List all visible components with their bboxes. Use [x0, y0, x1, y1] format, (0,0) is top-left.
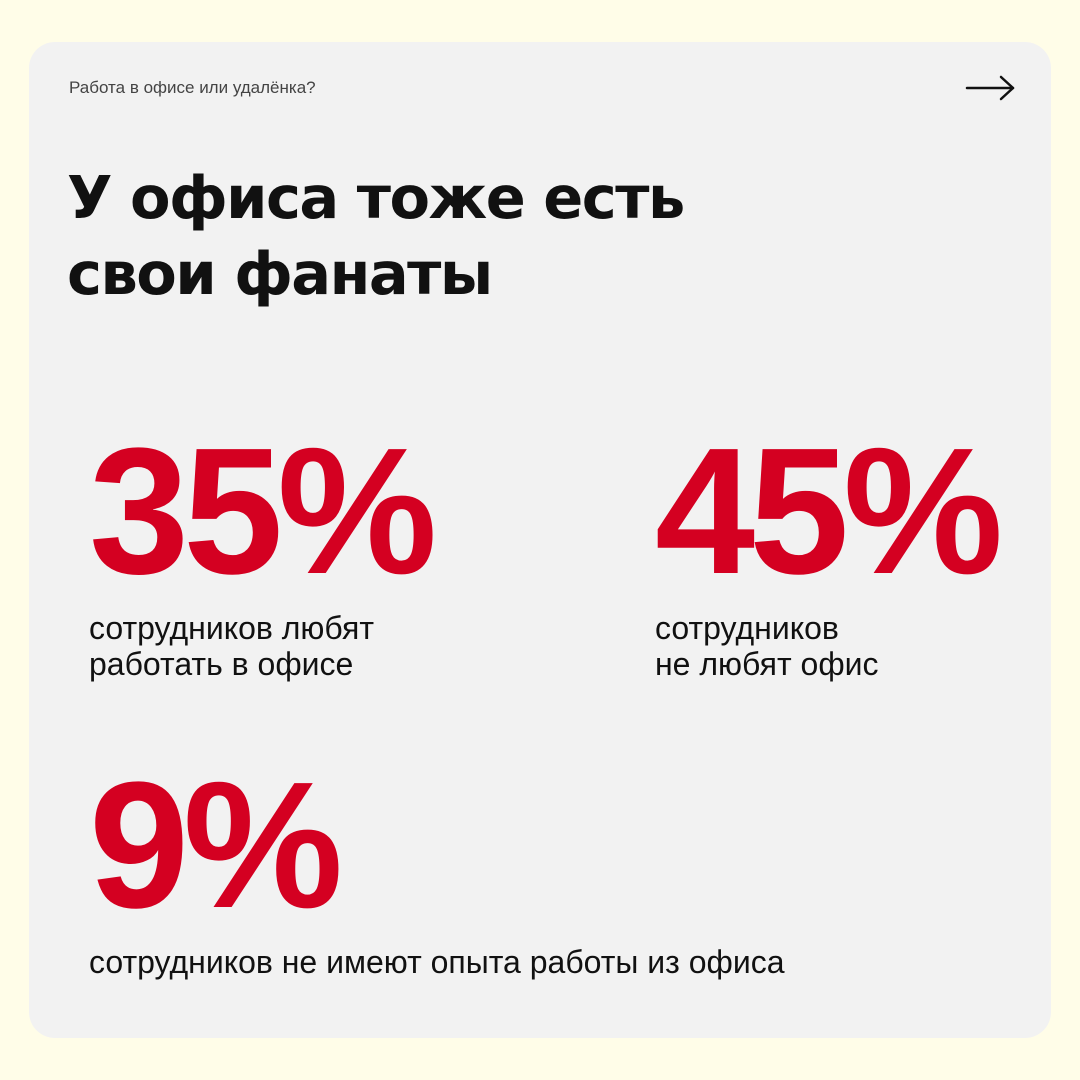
stat-value: 35% [89, 411, 437, 612]
stat-value: 9% [89, 745, 343, 946]
stat-description: сотрудников любят работать в офисе [89, 610, 375, 682]
page-title: У офиса тоже есть свои фанаты [67, 163, 685, 308]
stat-block: 35% сотрудников любят работать в офисе [89, 411, 529, 683]
stat-description: сотрудников не имеют опыта работы из офи… [89, 944, 785, 980]
arrow-right-icon[interactable] [965, 72, 1017, 104]
stat-block: 45% сотрудников не любят офис [655, 411, 1035, 683]
stat-block: 9% сотрудников не имеют опыта работы из … [89, 745, 989, 981]
stat-description: сотрудников не любят офис [655, 610, 879, 682]
stat-value: 45% [655, 411, 1003, 612]
slide-card: Работа в офисе или удалёнка? У офиса тож… [29, 42, 1051, 1038]
eyebrow-title: Работа в офисе или удалёнка? [69, 78, 316, 97]
